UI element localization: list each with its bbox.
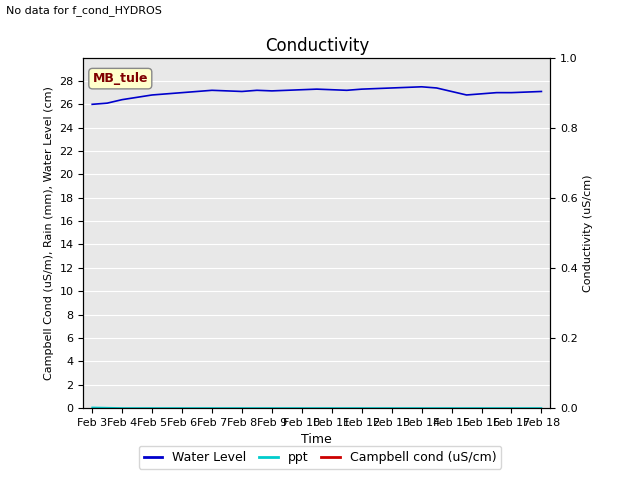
Water Level (238, 89, 246, 95)
Water Level (373, 85, 381, 91)
Title: Conductivity: Conductivity (265, 36, 369, 55)
Text: No data for f_cond_HYDROS: No data for f_cond_HYDROS (6, 5, 163, 16)
Water Level (118, 97, 126, 103)
ppt (238, 405, 246, 411)
Water Level (343, 87, 351, 93)
ppt (508, 405, 515, 411)
X-axis label: Time: Time (301, 433, 332, 446)
Water Level (178, 90, 186, 96)
Water Level (283, 87, 291, 93)
ppt (298, 405, 306, 411)
ppt (208, 405, 216, 411)
Water Level (223, 88, 231, 94)
ppt (477, 405, 485, 411)
ppt (268, 405, 276, 411)
ppt (418, 405, 426, 411)
ppt (358, 405, 365, 411)
Water Level (418, 84, 426, 90)
Water Level (298, 87, 306, 93)
Text: MB_tule: MB_tule (93, 72, 148, 85)
Water Level (538, 89, 545, 95)
Water Level (523, 89, 531, 95)
Water Level (433, 85, 440, 91)
ppt (538, 405, 545, 411)
ppt (388, 405, 396, 411)
Water Level (208, 87, 216, 93)
Water Level (448, 89, 456, 95)
Water Level (253, 87, 260, 93)
Water Level (103, 100, 111, 106)
Water Level (358, 86, 365, 92)
Water Level (193, 89, 201, 95)
ppt (148, 405, 156, 411)
Y-axis label: Campbell Cond (uS/m), Rain (mm), Water Level (cm): Campbell Cond (uS/m), Rain (mm), Water L… (44, 86, 54, 380)
ppt (88, 405, 96, 410)
Water Level (88, 101, 96, 107)
ppt (178, 405, 186, 411)
Water Level (508, 90, 515, 96)
Water Level (163, 91, 171, 96)
Water Level (463, 92, 470, 98)
Water Level (313, 86, 321, 92)
ppt (448, 405, 456, 411)
Y-axis label: Conductivity (uS/cm): Conductivity (uS/cm) (584, 174, 593, 291)
Water Level (268, 88, 276, 94)
Water Level (328, 87, 335, 93)
ppt (118, 405, 126, 411)
Water Level (388, 85, 396, 91)
Water Level (148, 92, 156, 98)
Water Level (403, 84, 410, 90)
Water Level (477, 91, 485, 96)
Water Level (493, 90, 500, 96)
Line: Water Level: Water Level (92, 87, 541, 104)
Legend: Water Level, ppt, Campbell cond (uS/cm): Water Level, ppt, Campbell cond (uS/cm) (139, 446, 501, 469)
ppt (328, 405, 335, 411)
Water Level (133, 95, 141, 100)
